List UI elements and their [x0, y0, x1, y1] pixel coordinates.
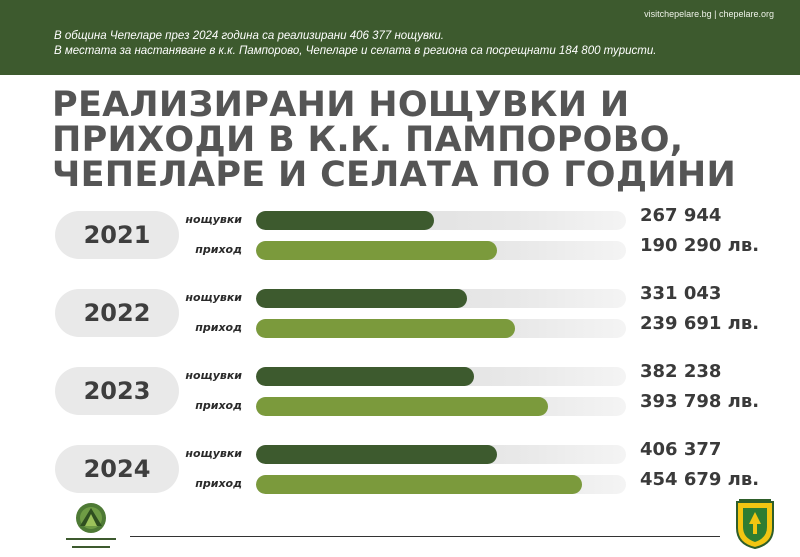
series-label: приход [195, 321, 242, 334]
series-label: приход [195, 477, 242, 490]
data-label-income-2021: 190 290 лв. [640, 235, 760, 256]
bar-nights-2024 [256, 445, 497, 464]
bar-track [256, 367, 626, 386]
banner-line-2: В местата за настаняване в к.к. Пампоров… [54, 45, 657, 57]
bar-nights-2023 [256, 367, 474, 386]
data-label-nights-2023: 382 238 [640, 361, 722, 382]
bar-track [256, 397, 626, 416]
year-label-2022: 2022 [55, 289, 179, 337]
bar-track [256, 289, 626, 308]
year-label-2024: 2024 [55, 445, 179, 493]
series-label: нощувки [185, 213, 242, 226]
series-label: нощувки [185, 291, 242, 304]
header-banner: visitchepelare.bg | chepelare.org В общи… [0, 0, 800, 75]
bar-income-2021 [256, 241, 497, 260]
series-label: нощувки [185, 369, 242, 382]
data-label-nights-2024: 406 377 [640, 439, 722, 460]
website-links[interactable]: visitchepelare.bg | chepelare.org [644, 9, 774, 19]
bar-income-2023 [256, 397, 548, 416]
title-line-2: ПРИХОДИ В К.К. ПАМПОРОВО, [52, 120, 684, 160]
series-label: приход [195, 243, 242, 256]
year-label-2023: 2023 [55, 367, 179, 415]
bar-track [256, 211, 626, 230]
bar-nights-2022 [256, 289, 467, 308]
data-label-income-2023: 393 798 лв. [640, 391, 760, 412]
bar-track [256, 319, 626, 338]
bar-track [256, 241, 626, 260]
bar-track [256, 445, 626, 464]
data-label-income-2024: 454 679 лв. [640, 469, 760, 490]
series-label: приход [195, 399, 242, 412]
year-label-2021: 2021 [55, 211, 179, 259]
green-heart-logo [62, 503, 120, 548]
title-line-1: РЕАЛИЗИРАНИ НОЩУВКИ И [52, 85, 630, 125]
bar-income-2024 [256, 475, 582, 494]
data-label-nights-2021: 267 944 [640, 205, 722, 226]
bottom-divider [130, 536, 720, 537]
title-line-3: ЧЕПЕЛАРЕ И СЕЛАТА ПО ГОДИНИ [52, 155, 737, 195]
data-label-income-2022: 239 691 лв. [640, 313, 760, 334]
bar-income-2022 [256, 319, 515, 338]
series-label: нощувки [185, 447, 242, 460]
bar-track [256, 475, 626, 494]
coat-of-arms-icon [736, 499, 774, 550]
banner-line-1: В община Чепеларе през 2024 година са ре… [54, 30, 445, 42]
data-label-nights-2022: 331 043 [640, 283, 722, 304]
bar-nights-2021 [256, 211, 434, 230]
page-title: РЕАЛИЗИРАНИ НОЩУВКИ И ПРИХОДИ В К.К. ПАМ… [52, 88, 752, 193]
